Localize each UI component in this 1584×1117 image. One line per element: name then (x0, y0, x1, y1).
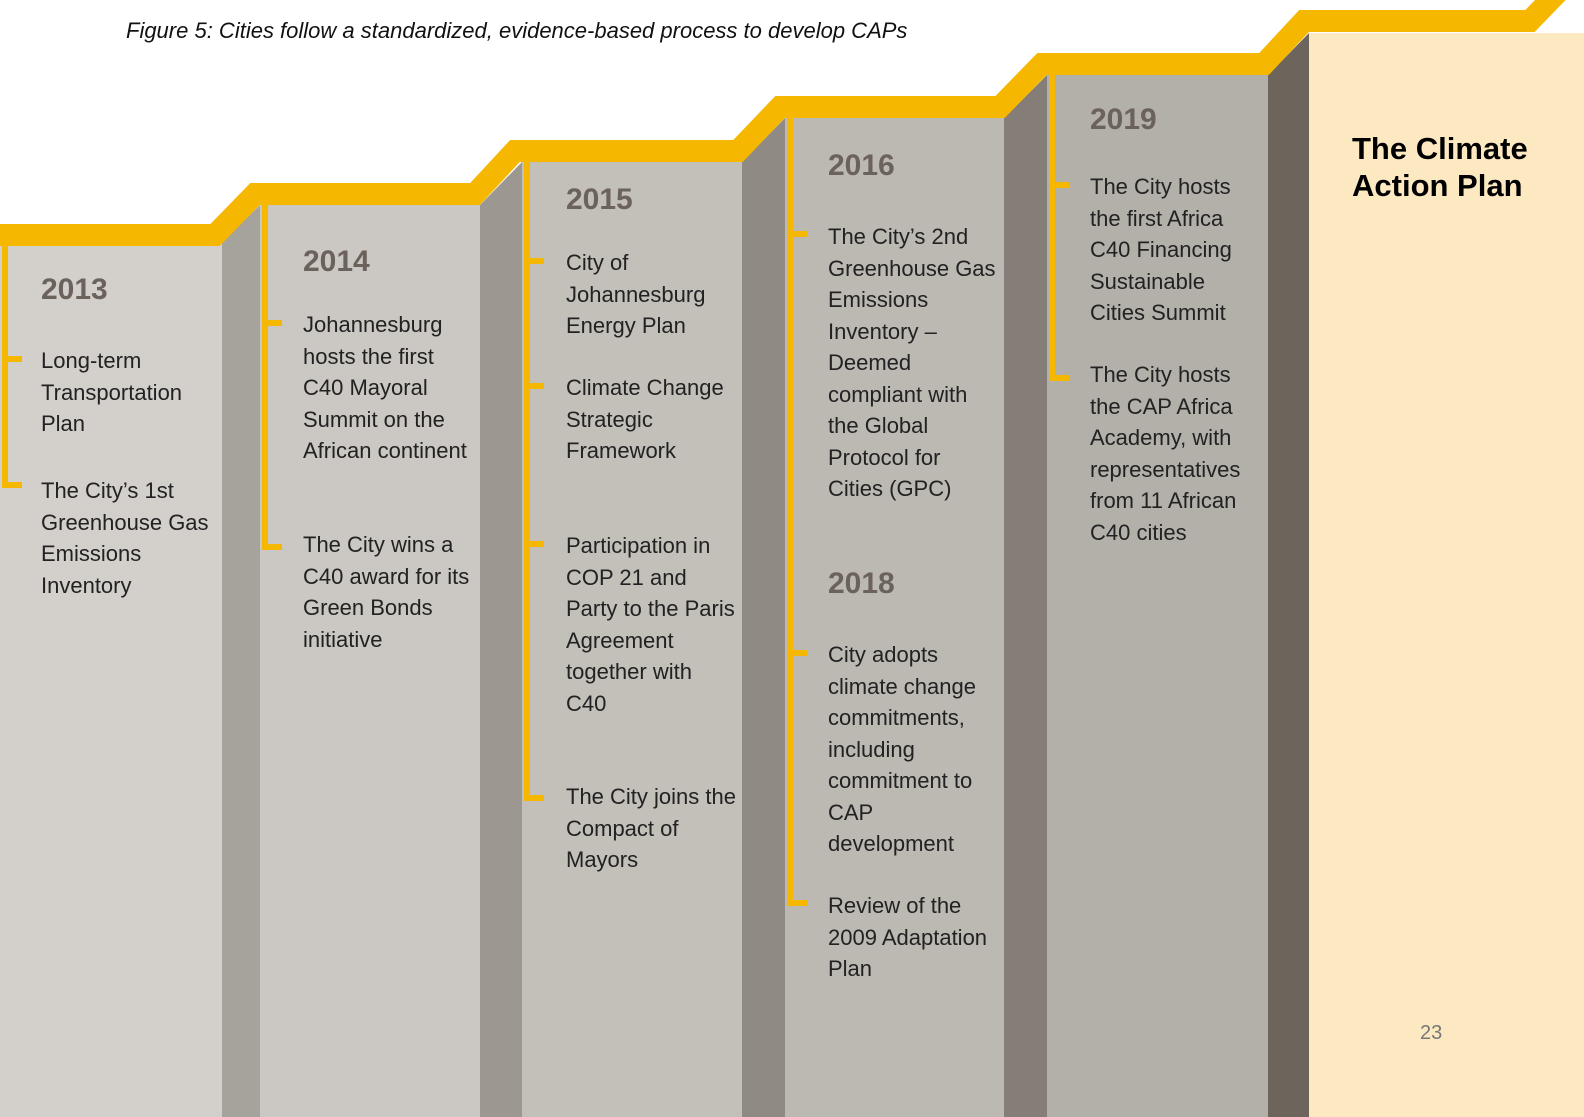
stair-edge (0, 0, 1566, 246)
milestone: The City’s 2nd Greenhouse Gas Emissions … (828, 224, 996, 501)
milestone: Johannesburg hosts the first C40 Mayoral… (303, 312, 467, 463)
year: 2016 (828, 149, 895, 182)
year: 2013 (41, 273, 108, 306)
step-side (742, 118, 785, 1117)
step-face (0, 242, 222, 1117)
step-side (1268, 33, 1309, 1117)
milestone: The City’s 1st Greenhouse Gas Emissions … (41, 478, 209, 598)
year: 2015 (566, 183, 633, 216)
milestone: Participation in COP 21 and Party to the… (566, 533, 735, 716)
step-side (480, 162, 522, 1117)
step-face (1047, 75, 1268, 1117)
milestone: The City hosts the CAP Africa Academy, w… (1090, 362, 1241, 545)
step-face (785, 118, 1004, 1117)
milestone: The City wins a C40 award for its Green … (303, 532, 470, 652)
milestone: City adopts climate change commitments, … (828, 642, 976, 856)
step-side (1004, 75, 1047, 1117)
milestone: The City joins the Compact of Mayors (566, 784, 736, 872)
page-number: 23 (1420, 1022, 1443, 1044)
caption: Figure 5: Cities follow a standardized, … (126, 18, 908, 43)
milestone: Long-term Transportation Plan (41, 348, 183, 436)
step-face (522, 162, 742, 1117)
year: 2014 (303, 245, 370, 278)
brackets (2, 75, 1069, 906)
milestone: Review of the 2009 Adaptation Plan (828, 893, 988, 981)
year: 2019 (1090, 103, 1157, 136)
year: 2018 (828, 567, 895, 600)
step-side (222, 205, 260, 1117)
milestone: City of Johannesburg Energy Plan (566, 250, 706, 338)
milestone: Climate Change Strategic Framework (566, 375, 724, 463)
final-step (1309, 33, 1584, 1117)
milestone: The City hosts the first Africa C40 Fina… (1090, 174, 1232, 325)
final-title: The Climate Action Plan (1352, 131, 1528, 203)
step-face (260, 205, 480, 1117)
